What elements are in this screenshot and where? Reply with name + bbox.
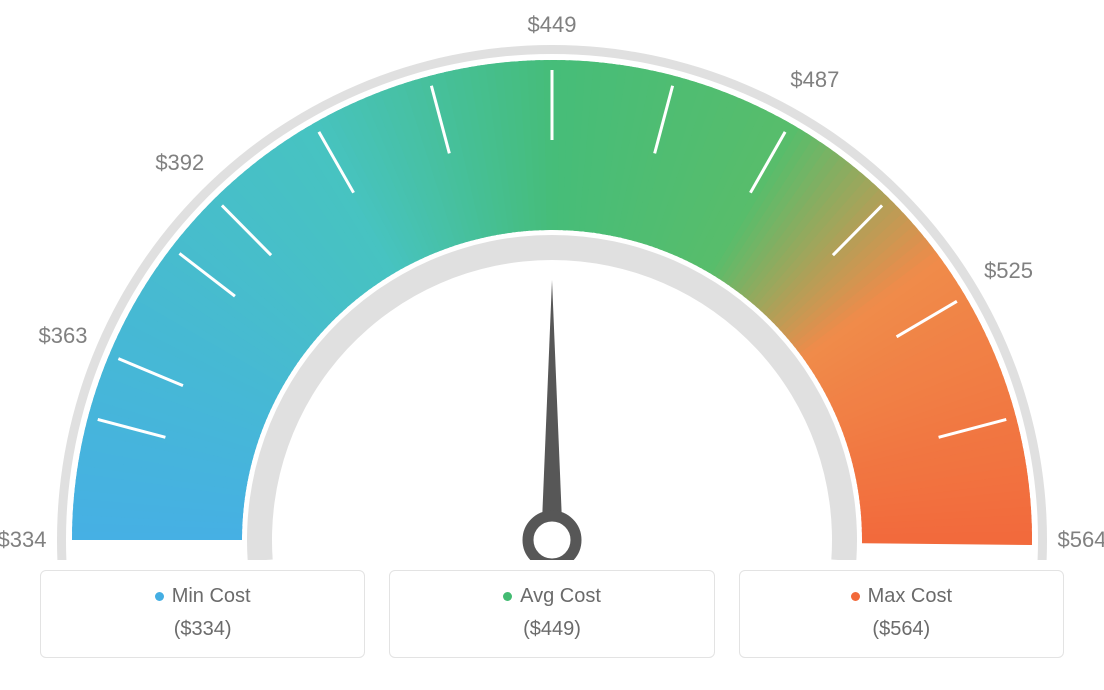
gauge-tick-label: $363 bbox=[39, 323, 88, 349]
legend-label-avg: Avg Cost bbox=[520, 585, 601, 608]
gauge-tick-label: $392 bbox=[155, 150, 204, 176]
legend-label-min: Min Cost bbox=[172, 585, 251, 608]
legend-dot-max bbox=[851, 592, 860, 601]
legend-value-avg: ($449) bbox=[400, 618, 703, 641]
gauge-tick-label: $564 bbox=[1058, 527, 1104, 553]
legend-title-max: Max Cost bbox=[750, 585, 1053, 608]
legend-card-avg: Avg Cost ($449) bbox=[389, 570, 714, 658]
legend-card-min: Min Cost ($334) bbox=[40, 570, 365, 658]
legend-value-max: ($564) bbox=[750, 618, 1053, 641]
gauge-tick-label: $449 bbox=[528, 12, 577, 38]
legend-card-max: Max Cost ($564) bbox=[739, 570, 1064, 658]
gauge-svg bbox=[0, 0, 1104, 560]
gauge-tick-label: $525 bbox=[984, 258, 1033, 284]
legend-title-avg: Avg Cost bbox=[400, 585, 703, 608]
legend-dot-min bbox=[155, 592, 164, 601]
gauge-tick-label: $334 bbox=[0, 527, 46, 553]
legend-dot-avg bbox=[503, 592, 512, 601]
gauge-tick-label: $487 bbox=[790, 67, 839, 93]
legend-label-max: Max Cost bbox=[868, 585, 952, 608]
legend-row: Min Cost ($334) Avg Cost ($449) Max Cost… bbox=[40, 570, 1064, 658]
legend-value-min: ($334) bbox=[51, 618, 354, 641]
gauge-chart: $334 $363 $392 $449 $487 $525 $564 bbox=[0, 0, 1104, 560]
cost-gauge-widget: $334 $363 $392 $449 $487 $525 $564 Min Cost ($… bbox=[0, 0, 1104, 690]
legend-title-min: Min Cost bbox=[51, 585, 354, 608]
